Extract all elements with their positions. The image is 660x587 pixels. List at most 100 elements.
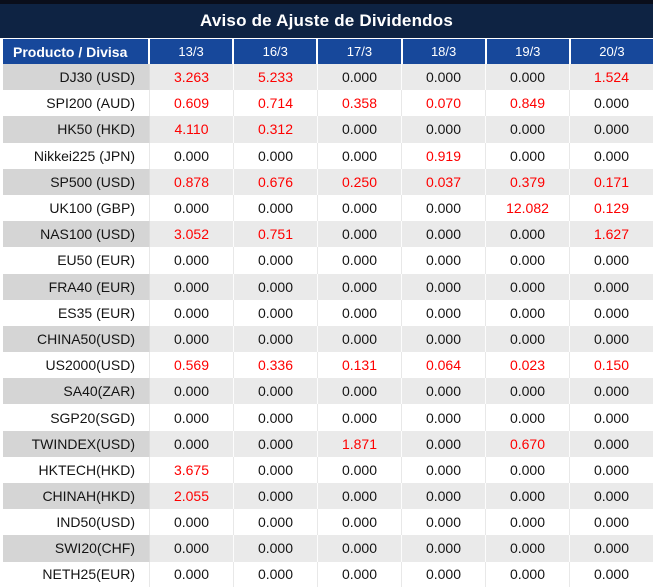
table-row: FRA40 (EUR) 0.000 0.000 0.000 0.000 0.000 0.0… [3,273,653,300]
value-cell: 0.000 [402,483,486,510]
value-cell: 0.000 [318,325,402,353]
table-row: TWINDEX(USD) 0.000 0.000 1.871 0.000 0.670 0.… [3,430,653,457]
value-cell: 0.000 [234,142,318,169]
title-bar: Aviso de Ajuste de Dividendos [0,0,653,38]
value-cell: 0.849 [486,90,570,117]
product-cell: NAS100 (USD) [3,221,150,248]
value-cell: 3.675 [150,456,234,483]
value-cell: 0.000 [402,509,486,536]
table-body: DJ30 (USD) 3.263 5.233 0.000 0.000 0.000 1.52… [3,64,653,587]
table-row: SP500 (USD) 0.878 0.676 0.250 0.037 0.379 0.1… [3,168,653,195]
value-cell: 0.000 [150,509,234,536]
value-cell: 0.000 [318,221,402,248]
value-cell: 0.129 [593,200,630,217]
value-cell: 0.000 [150,535,234,562]
value-cell: 0.878 [150,168,234,195]
value-cell: 0.171 [570,168,653,195]
value-cell: 0.000 [318,404,402,431]
value-cell: 0.000 [150,299,234,326]
value-cell: 0.000 [318,142,402,169]
value-cell: 0.000 [234,456,318,483]
value-cell: 0.000 [402,116,486,143]
table-row: NAS100 (USD) 3.052 0.751 0.000 0.000 0.000 1.… [3,221,653,248]
page-title: Aviso de Ajuste de Dividendos [200,11,453,30]
value-cell: 0.000 [402,456,486,483]
value-cell: 1.524 [570,64,653,91]
value-cell: 0.312 [234,116,318,143]
product-cell: EU50 (EUR) [3,247,150,274]
value-cell: 0.064 [402,352,486,379]
table-row: CHINA50(USD) 0.000 0.000 0.000 0.000 0.000 0.… [3,325,653,353]
value-cell: 0.000 [402,221,486,248]
value-cell: 0.609 [150,90,234,117]
value-cell: 3.263 [150,64,234,91]
table-row: SA40(ZAR) 0.000 0.000 0.000 0.000 0.000 0.000 [3,378,653,405]
value-cell: 0.000 [593,95,630,112]
column-header-date-6: 20/3 [599,44,625,59]
value-cell: 0.000 [402,430,486,457]
table-row: CHINAH(HKD) 2.055 0.000 0.000 0.000 0.000 0.0… [3,483,653,510]
value-cell: 0.000 [234,299,318,326]
column-header-product: Producto / Divisa [3,39,150,64]
product-cell: CHINA50(USD) [3,325,150,353]
value-cell: 0.000 [402,64,486,91]
value-cell: 0.000 [486,483,570,510]
value-cell: 0.000 [486,535,570,562]
column-header-date-1: 13/3 [150,39,235,64]
value-cell: 0.000 [570,378,653,405]
value-cell: 0.569 [150,352,234,379]
column-header-date-4: 18/3 [403,39,487,64]
value-cell: 12.082 [486,194,570,222]
value-cell: 0.000 [318,247,402,274]
value-cell: 0.037 [402,168,486,195]
value-cell: 0.000 [402,404,486,431]
value-cell: 0.000 [402,273,486,300]
value-cell: 0.000 [150,404,234,431]
product-cell: US2000(USD) [3,352,150,379]
value-cell: 1.627 [570,221,653,248]
value-cell: 0.000 [318,378,402,405]
value-cell: 0.000 [593,147,630,164]
value-cell: 0.358 [318,90,402,117]
product-cell: IND50(USD) [3,509,150,536]
value-cell: 0.000 [486,561,570,587]
value-cell: 0.000 [593,409,630,426]
value-cell: 0.000 [318,561,402,587]
value-cell: 0.000 [318,116,402,143]
value-cell: 0.000 [150,194,234,222]
product-cell: TWINDEX(USD) [3,430,150,457]
value-cell: 0.670 [486,430,570,457]
value-cell: 0.000 [150,430,234,457]
table-row: IND50(USD) 0.000 0.000 0.000 0.000 0.000 0.00… [3,509,653,536]
value-cell: 0.000 [402,378,486,405]
table-row: Nikkei225 (JPN) 0.000 0.000 0.000 0.919 0.00… [3,142,653,169]
table-row: UK100 (GBP) 0.000 0.000 0.000 0.000 12.082 0.… [3,194,653,222]
product-cell: SGP20(SGD) [3,404,150,431]
value-cell: 0.000 [486,378,570,405]
value-cell: 0.000 [570,273,653,300]
table-row: SGP20(SGD) 0.000 0.000 0.000 0.000 0.000 0.00… [3,404,653,431]
value-cell: 0.000 [570,483,653,510]
value-cell: 0.000 [402,299,486,326]
value-cell: 0.000 [486,299,570,326]
table-row: DJ30 (USD) 3.263 5.233 0.000 0.000 0.000 1.52… [3,64,653,91]
value-cell: 0.000 [234,561,318,587]
value-cell: 0.000 [486,325,570,353]
value-cell: 0.000 [234,404,318,431]
value-cell: 0.000 [570,116,653,143]
product-cell: NETH25(EUR) [3,561,150,587]
table-row: SWI20(CHF) 0.000 0.000 0.000 0.000 0.000 0.00… [3,535,653,562]
value-cell: 0.000 [593,514,630,531]
value-cell: 0.000 [150,142,234,169]
value-cell: 0.336 [234,352,318,379]
value-cell: 0.714 [234,90,318,117]
value-cell: 0.000 [593,304,630,321]
value-cell: 0.000 [402,194,486,222]
value-cell: 0.000 [486,456,570,483]
table-row: HKTECH(HKD) 3.675 0.000 0.000 0.000 0.000 0.0… [3,456,653,483]
column-header-date-3: 17/3 [318,39,403,64]
value-cell: 0.000 [234,194,318,222]
value-cell: 0.919 [402,142,486,169]
